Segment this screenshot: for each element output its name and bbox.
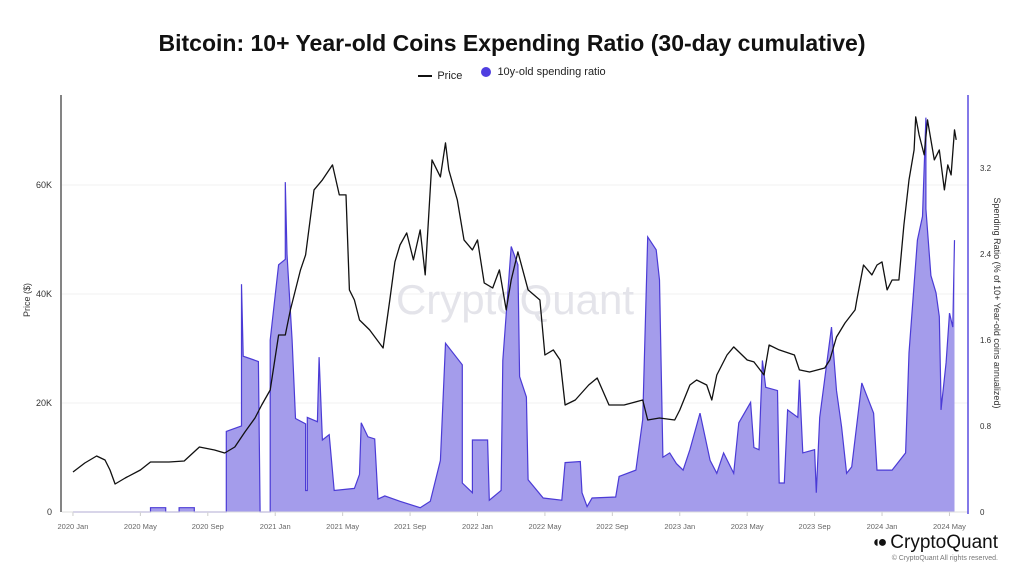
axes: 0 20K 40K 60K 0 0.8 1.6 2.4 3.2 2020 Jan 2020 May 2… (36, 95, 992, 531)
x-tick-label: 2023 Jan (664, 522, 695, 531)
legend-dot-icon (481, 67, 492, 77)
legend-label-ratio: 10y-old spending ratio (497, 66, 606, 78)
legend-label-price: Price (437, 70, 463, 82)
x-tick-label: 2020 May (124, 522, 157, 531)
logo-icon: ◖● (870, 534, 887, 551)
y-axis-left-title: Price ($) (22, 283, 32, 317)
x-tick-label: 2023 May (731, 522, 764, 531)
x-tick-label: 2024 Jan (867, 522, 898, 531)
x-tick-label: 2020 Jan (58, 522, 89, 531)
y-tick-label-left: 20K (36, 398, 52, 408)
ratio-area (72, 117, 955, 512)
x-tick-label: 2021 May (326, 522, 359, 531)
y-tick-label-left: 40K (36, 289, 52, 299)
legend-item-ratio[interactable]: 10y-old spending ratio (481, 66, 606, 78)
price-line (72, 116, 957, 485)
x-tick-label: 2024 May (933, 522, 966, 531)
y-tick-label-left: 0 (47, 507, 52, 517)
y-tick-label-right: 0 (980, 508, 985, 517)
y-tick-label-right: 0.8 (980, 422, 992, 431)
logo-text: CryptoQuant (890, 532, 998, 553)
chart-title: Bitcoin: 10+ Year-old Coins Expending Ra… (158, 30, 866, 56)
copyright: © CryptoQuant All rights reserved. (891, 555, 998, 562)
ratio-line (73, 117, 956, 513)
cryptoquant-logo: ◖● CryptoQuant (871, 532, 998, 554)
x-tick-label: 2020 Sep (192, 522, 224, 531)
legend-line-icon (418, 75, 433, 77)
legend-item-price[interactable]: Price (418, 70, 462, 82)
y-tick-label-right: 3.2 (980, 164, 992, 173)
x-tick-label: 2022 May (528, 522, 561, 531)
legend: Price 10y-old spending ratio (0, 66, 1024, 82)
y-tick-label-left: 60K (36, 180, 52, 190)
x-tick-label: 2022 Jan (462, 522, 493, 531)
x-tick-label: 2023 Sep (799, 522, 831, 531)
y-tick-label-right: 2.4 (980, 250, 992, 259)
x-tick-label: 2021 Jan (260, 522, 291, 531)
y-tick-label-right: 1.6 (980, 336, 992, 345)
y-axis-right-title: Spending Ratio (% of 10+ Year-old coins … (992, 198, 1002, 409)
x-tick-label: 2022 Sep (596, 522, 628, 531)
series-layer (72, 116, 957, 513)
x-tick-label: 2021 Sep (394, 522, 426, 531)
